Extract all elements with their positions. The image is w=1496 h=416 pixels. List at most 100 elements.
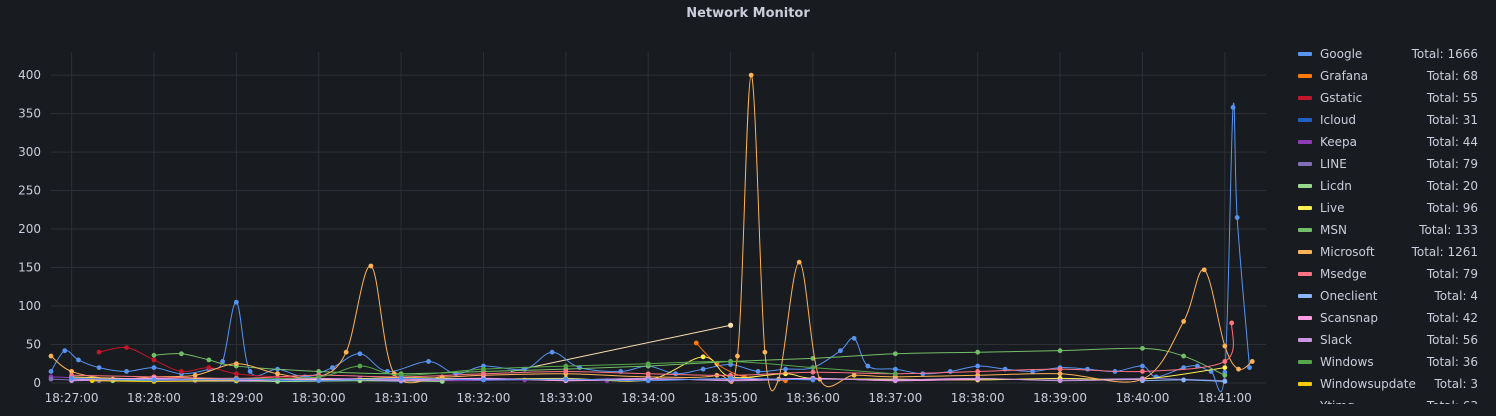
data-point-microsoft [1222,343,1228,349]
legend-item-microsoft[interactable]: Microsoft Total: 1261 [1290,242,1490,264]
legend-swatch [1298,338,1312,342]
legend-series-name: Keepa [1320,135,1358,149]
x-tick-label: 18:27:00 [45,391,99,405]
data-point-microsoft [1236,366,1241,372]
data-point-gstatic [206,365,212,371]
x-tick-label: 18:32:00 [457,391,511,405]
legend-item-licdn[interactable]: Licdn Total: 20 [1290,176,1490,198]
legend-item-scansnap[interactable]: Scansnap Total: 42 [1290,308,1490,330]
data-point-live [783,371,788,377]
legend-series-name: Live [1320,201,1345,215]
data-point-google [124,369,129,374]
legend-swatch [1298,118,1312,122]
data-point-msedge [975,369,981,374]
data-point-microsoft [391,371,397,377]
legend-swatch [1298,316,1312,320]
data-point-gstatic [96,349,102,355]
legend-item-oneclient[interactable]: Oneclient Total: 4 [1290,286,1490,308]
data-point-microsoft [1181,319,1187,324]
legend-item-keepa[interactable]: Keepa Total: 44 [1290,132,1490,154]
data-point-msn [1057,348,1063,354]
legend-item-windowsupdate[interactable]: Windowsupdate Total: 3 [1290,374,1490,396]
legend-series-name: Windows [1320,355,1374,369]
data-point-google [549,349,555,355]
data-point-google [48,369,54,374]
legend-item-slack[interactable]: Slack Total: 56 [1290,330,1490,352]
data-point-windows [810,365,816,371]
data-point-google [96,365,102,371]
data-point-microsoft [233,361,239,367]
data-point-msedge [563,369,569,374]
data-point-msn [1222,372,1228,378]
data-point-google [426,359,431,364]
data-point-microsoft [1249,359,1255,364]
legend-swatch [1298,382,1312,386]
data-point-msn [179,351,184,357]
legend-item-grafana[interactable]: Grafana Total: 68 [1290,66,1490,88]
series-line-microsoft [50,74,1253,392]
data-point-google [1085,366,1090,372]
legend-item-live[interactable]: Live Total: 96 [1290,198,1490,220]
legend-series-total: Total: 44 [1426,135,1478,149]
series-line-windows [236,360,896,380]
data-point-microsoft [851,372,857,378]
data-point-ytimg [69,375,74,381]
data-point-google [247,369,253,374]
data-point-google [357,351,363,357]
data-point-windows [728,359,733,364]
data-point-live [700,354,706,360]
legend-series-name: Ytimg [1320,399,1355,404]
data-point-microsoft [69,369,74,374]
legend-swatch [1298,74,1312,78]
data-point-slack [892,377,898,383]
data-point-ytimg [810,377,816,383]
data-point-ytimg [151,377,157,383]
legend-item-line[interactable]: LINE Total: 79 [1290,154,1490,176]
legend-swatch [1298,360,1312,364]
chart-legend: Google Total: 1666 Grafana Total: 68 Gstatic… [1290,44,1490,404]
legend-series-name: Oneclient [1320,289,1378,303]
data-point-google [783,366,788,372]
data-point-windows [892,371,898,377]
data-point-msn [316,369,322,374]
legend-item-ytimg[interactable]: Ytimg Total: 63 [1290,396,1490,404]
legend-series-total: Total: 42 [1426,311,1478,325]
data-point-oneclient [1181,377,1187,383]
data-point-google [76,357,81,363]
data-point-msedge [481,371,486,377]
panel-title[interactable]: Network Monitor [686,6,810,21]
data-point-google [233,299,239,305]
data-point-ytimg [233,376,239,382]
legend-series-total: Total: 3 [1434,377,1478,391]
data-point-google [755,369,761,374]
data-point-gstatic [233,371,239,377]
y-tick-label: 0 [33,376,41,390]
legend-item-msn[interactable]: MSN Total: 133 [1290,220,1490,242]
data-point-microsoft [748,72,754,78]
data-point-ytimg [563,376,569,382]
data-point-microsoft [343,349,349,355]
legend-series-total: Total: 63 [1427,399,1478,404]
x-tick-label: 18:40:00 [1115,391,1169,405]
data-point-msn [206,357,212,363]
data-point-oneclient [1222,379,1228,384]
legend-series-total: Total: 55 [1426,91,1478,105]
legend-series-total: Total: 1666 [1411,47,1478,61]
legend-item-windows[interactable]: Windows Total: 36 [1290,352,1490,374]
legend-item-msedge[interactable]: Msedge Total: 79 [1290,264,1490,286]
data-point-msedge [810,369,816,375]
legend-item-icloud[interactable]: Icloud Total: 31 [1290,110,1490,132]
data-point-windows [316,374,322,380]
annotation-line [510,324,731,372]
legend-item-google[interactable]: Google Total: 1666 [1290,44,1490,66]
legend-series-total: Total: 31 [1426,113,1478,127]
x-tick-label: 18:29:00 [209,391,263,405]
data-point-google [62,348,68,354]
x-tick-label: 18:38:00 [951,391,1005,405]
data-point-msn [1140,345,1145,351]
y-tick-label: 400 [18,68,41,82]
data-point-msn [975,349,981,355]
line-chart[interactable]: 0 50 100 150 200 250 300 350 400 18:27:00 18:28:00… [0,0,1290,416]
data-point-windowsupdate [89,378,95,384]
legend-item-gstatic[interactable]: Gstatic Total: 55 [1290,88,1490,110]
